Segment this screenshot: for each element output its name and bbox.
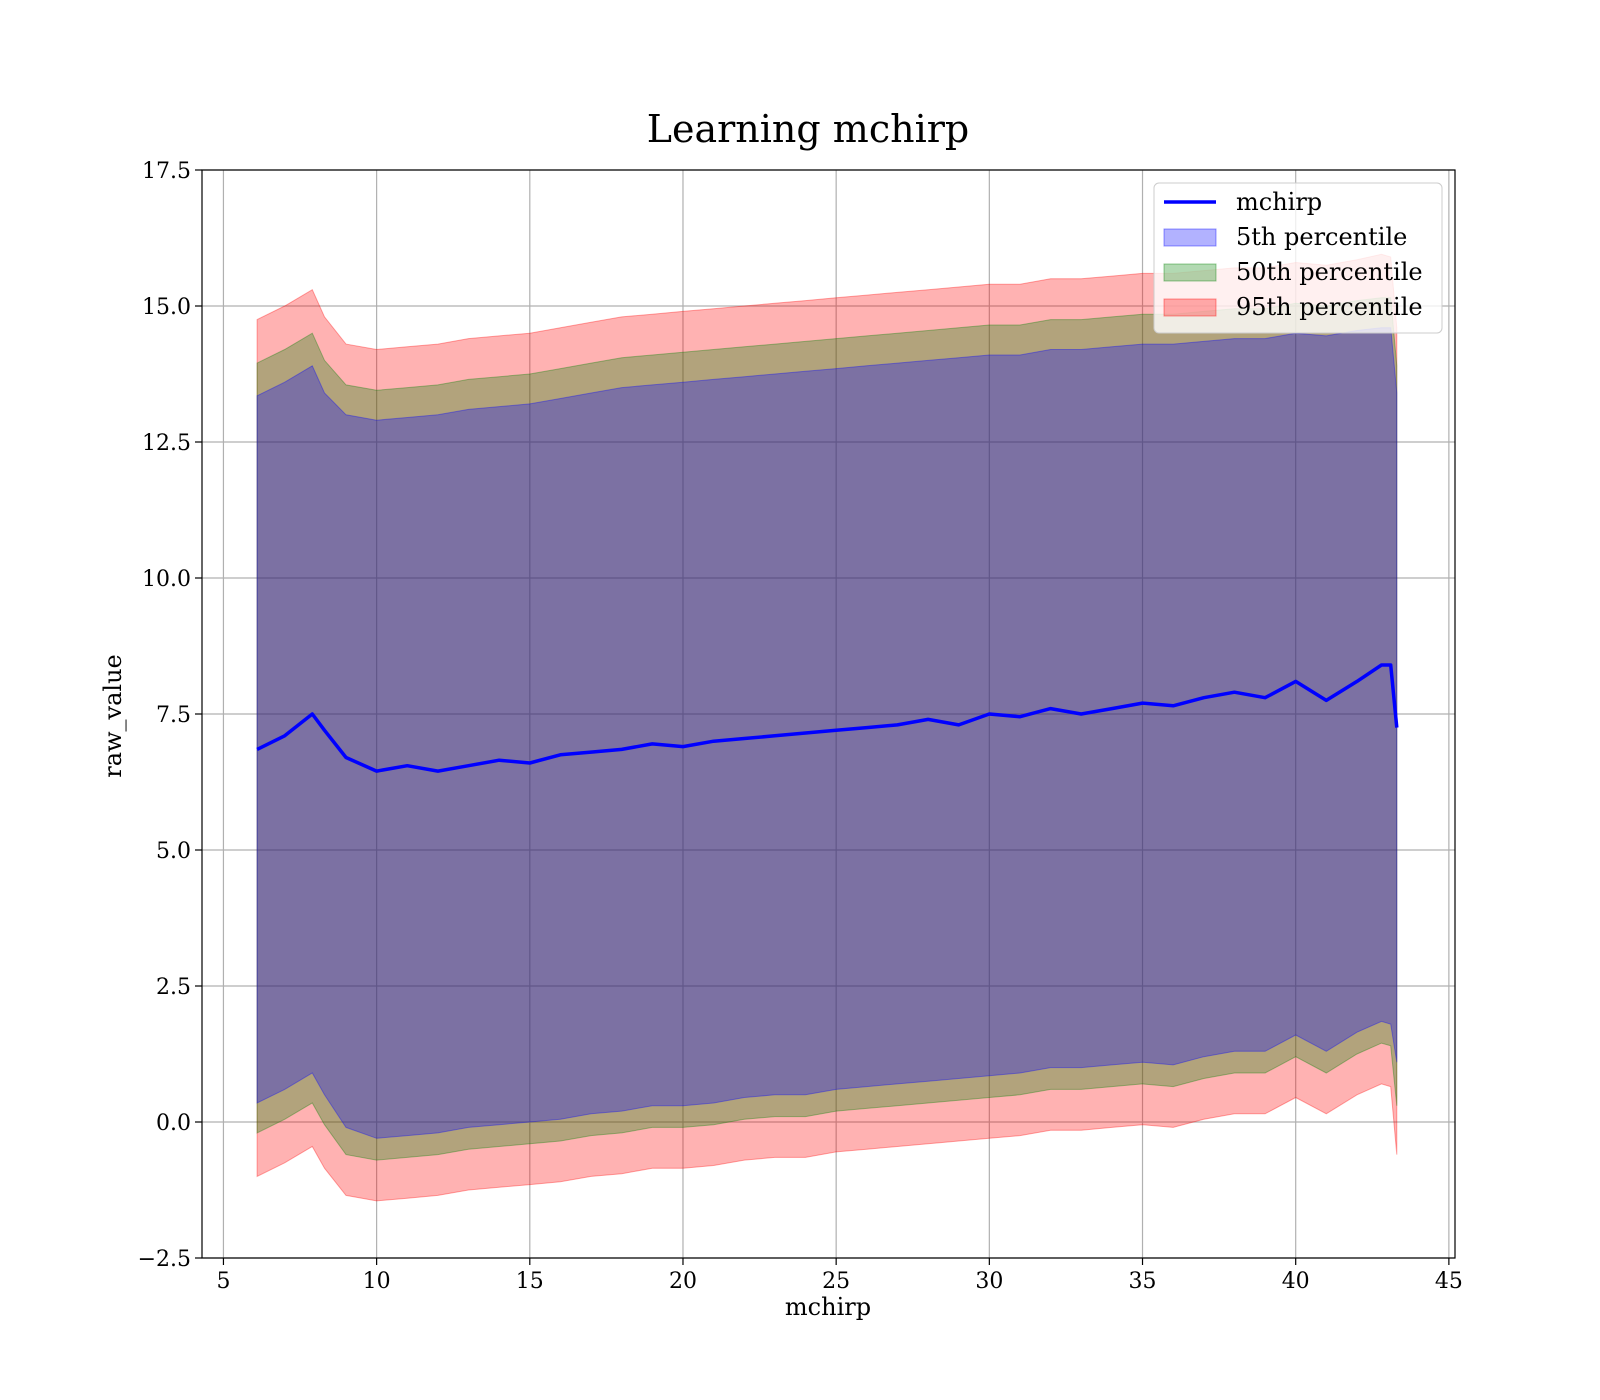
y-tick-label: 17.5 (142, 159, 191, 184)
x-tick-label: 20 (669, 1269, 697, 1294)
x-tick-label: 15 (516, 1269, 544, 1294)
x-tick-label: 25 (822, 1269, 850, 1294)
y-tick-label: 10.0 (142, 567, 191, 592)
y-axis-ticks: −2.5 0.0 2.5 5.0 7.5 10.0 12.5 15.0 17.5 (138, 159, 202, 1272)
y-tick-label: 15.0 (142, 295, 191, 320)
band-95th-percentile (256, 253, 1398, 1202)
legend-label-95th: 95th percentile (1236, 293, 1423, 321)
y-tick-label: 7.5 (156, 703, 191, 728)
y-tick-label: 12.5 (142, 431, 191, 456)
x-tick-label: 10 (363, 1269, 391, 1294)
line-mchirp (256, 663, 1399, 773)
legend-label-mchirp: mchirp (1236, 188, 1322, 216)
x-axis-ticks: 5 10 15 20 25 30 35 40 45 (216, 1258, 1463, 1294)
x-tick-label: 5 (216, 1269, 230, 1294)
x-tick-label: 30 (975, 1269, 1003, 1294)
legend-label-5th: 5th percentile (1236, 223, 1407, 251)
series-lines (256, 663, 1399, 773)
plot-area: 5 10 15 20 25 30 35 40 45 −2.5 0.0 2.5 5.0 7.5 10.0 12… (138, 159, 1463, 1294)
x-axis-title: mchirp (785, 1293, 871, 1321)
band-50th-percentile (256, 297, 1398, 1161)
percentile-bands (256, 253, 1398, 1202)
band-5th-percentile (256, 327, 1398, 1139)
legend-swatch-50th (1163, 263, 1217, 282)
chart-title: Learning mchirp (647, 107, 969, 151)
x-tick-label: 35 (1129, 1269, 1157, 1294)
y-tick-label: 0.0 (156, 1111, 191, 1136)
legend-label-50th: 50th percentile (1236, 258, 1423, 286)
x-tick-label: 40 (1282, 1269, 1310, 1294)
y-tick-label: 5.0 (156, 839, 191, 864)
legend-box (1153, 182, 1443, 334)
y-axis-title: raw_value (99, 654, 127, 778)
x-tick-label: 45 (1435, 1269, 1463, 1294)
legend-swatch-5th (1163, 228, 1217, 247)
legend: mchirp 5th percentile 50th percentile 95… (1153, 182, 1443, 334)
legend-swatch-95th (1163, 298, 1217, 317)
y-tick-label: −2.5 (138, 1247, 191, 1272)
y-tick-label: 2.5 (156, 975, 191, 1000)
